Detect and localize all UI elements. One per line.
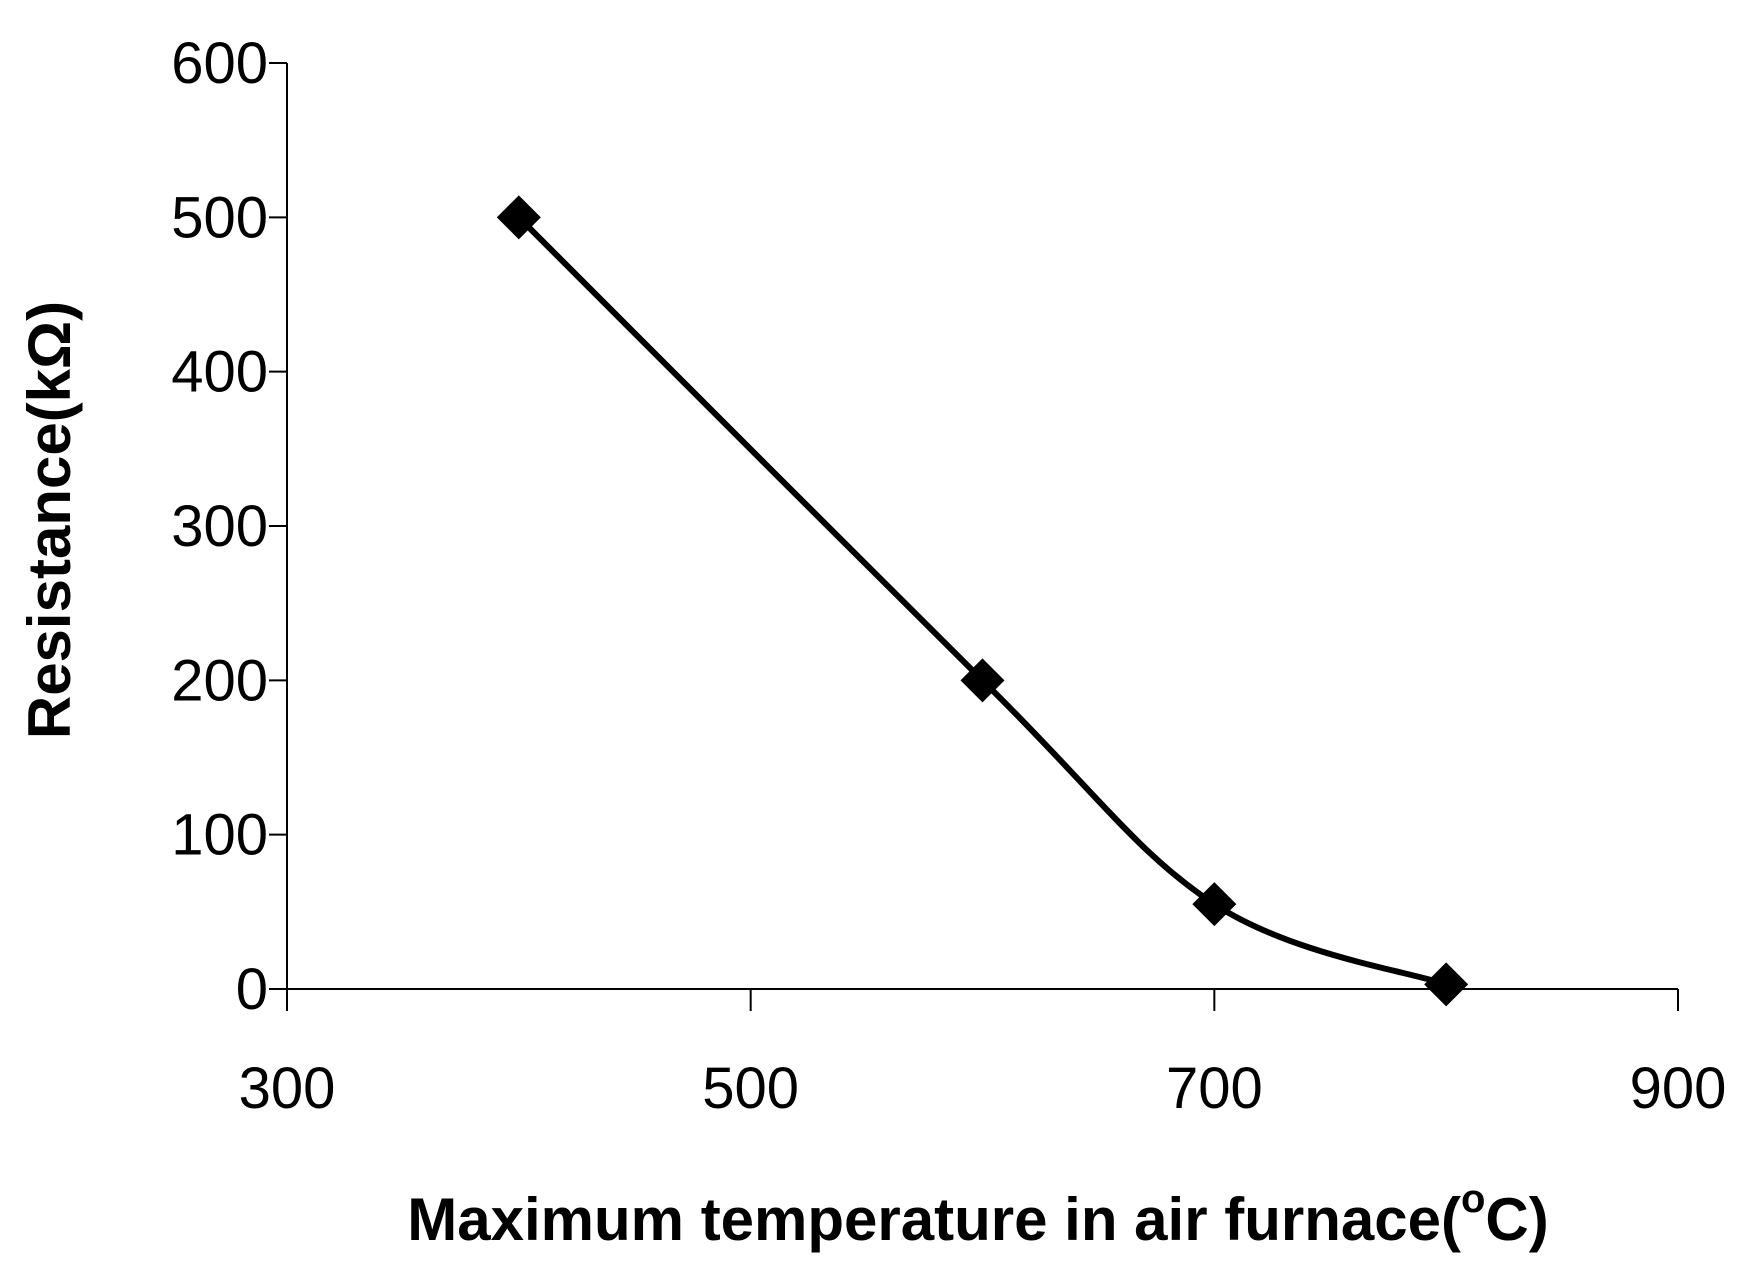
- x-tick-label: 900: [1630, 1056, 1727, 1121]
- y-tick-label: 100: [171, 803, 268, 868]
- y-tick-label: 500: [171, 185, 268, 250]
- data-point-diamond: [1424, 962, 1469, 1007]
- data-point-diamond: [496, 195, 541, 240]
- x-axis-title-degree: o: [1461, 1177, 1485, 1221]
- y-tick-label: 300: [171, 494, 268, 559]
- x-tick-label: 700: [1166, 1056, 1263, 1121]
- y-tick-label: 200: [171, 648, 268, 713]
- y-axis-title: Resistance(kΩ): [16, 301, 83, 739]
- x-axis-title: Maximum temperature in air furnace(oC): [407, 1177, 1548, 1253]
- x-tick-label: 500: [702, 1056, 799, 1121]
- chart-axes: [286, 63, 1678, 990]
- chart-series: [496, 195, 1469, 1007]
- y-tick-label: 0: [236, 957, 268, 1022]
- chart-axis-titles: Maximum temperature in air furnace(oC) R…: [16, 301, 1549, 1253]
- y-tick-label: 600: [171, 31, 268, 96]
- y-tick-label: 400: [171, 340, 268, 405]
- data-point-diamond: [1192, 882, 1237, 927]
- data-point-diamond: [960, 658, 1005, 703]
- chart-ticks: 0 100 200 300 400 500 600 300 500 700 900: [171, 31, 1726, 1121]
- series-line: [516, 215, 1448, 988]
- x-tick-label: 300: [239, 1056, 336, 1121]
